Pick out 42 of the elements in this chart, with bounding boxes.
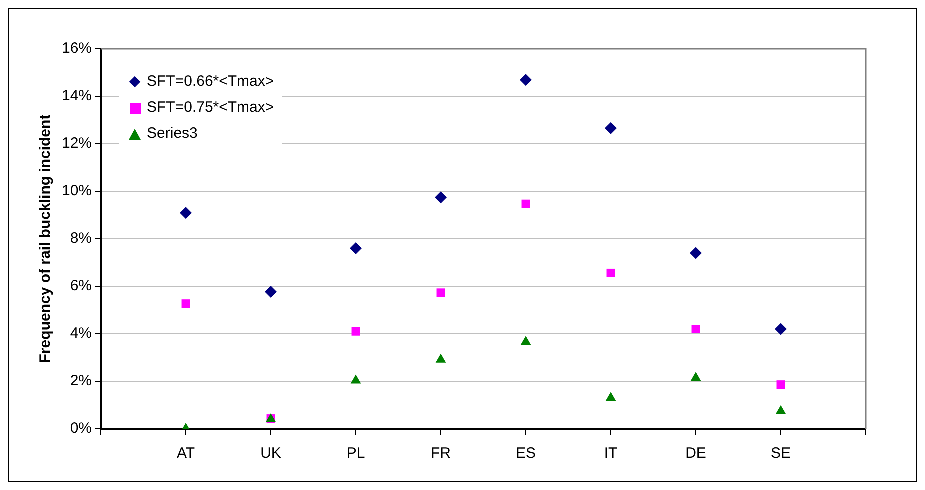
y-tick-label: 16%	[62, 40, 92, 58]
y-tick-label: 6%	[70, 278, 92, 295]
point	[352, 327, 360, 336]
legend-label: SFT=0.75*<Tmax>	[147, 98, 274, 118]
x-tick-label: IT	[604, 445, 618, 462]
x-tick-label: UK	[260, 445, 282, 462]
x-tick-label: DE	[686, 445, 706, 462]
point	[436, 288, 446, 298]
legend-label: Series3	[147, 124, 198, 144]
point	[690, 372, 702, 382]
point	[435, 192, 448, 204]
point	[776, 380, 786, 390]
point	[692, 325, 700, 334]
point	[775, 323, 788, 336]
point	[520, 336, 532, 346]
point	[180, 207, 192, 220]
point	[776, 405, 786, 414]
point	[606, 268, 616, 278]
point	[690, 247, 702, 260]
x-tick-label: AT	[176, 445, 196, 462]
y-tick-label: 2%	[70, 372, 92, 390]
point	[606, 392, 616, 402]
legend-label: SFT=0.66*<Tmax>	[147, 72, 274, 92]
x-tick-label: FR	[431, 445, 452, 462]
x-tick-label: ES	[516, 445, 536, 462]
point	[182, 300, 190, 308]
x-tick-label: SE	[770, 445, 792, 462]
point	[520, 74, 532, 86]
y-tick-label: 4%	[70, 325, 92, 342]
x-tick-label: PL	[346, 445, 366, 462]
point	[605, 122, 618, 134]
point	[350, 374, 362, 384]
point	[265, 286, 278, 298]
y-axis-title: Frequency of rail buckling incident	[37, 114, 54, 364]
point	[350, 242, 362, 254]
point	[436, 354, 446, 363]
y-tick-label: 14%	[62, 88, 92, 105]
point	[522, 200, 530, 208]
y-tick-label: 12%	[62, 135, 92, 152]
y-tick-label: 0%	[70, 420, 92, 438]
y-tick-label: 10%	[62, 182, 92, 200]
y-tick-label: 8%	[70, 230, 92, 248]
